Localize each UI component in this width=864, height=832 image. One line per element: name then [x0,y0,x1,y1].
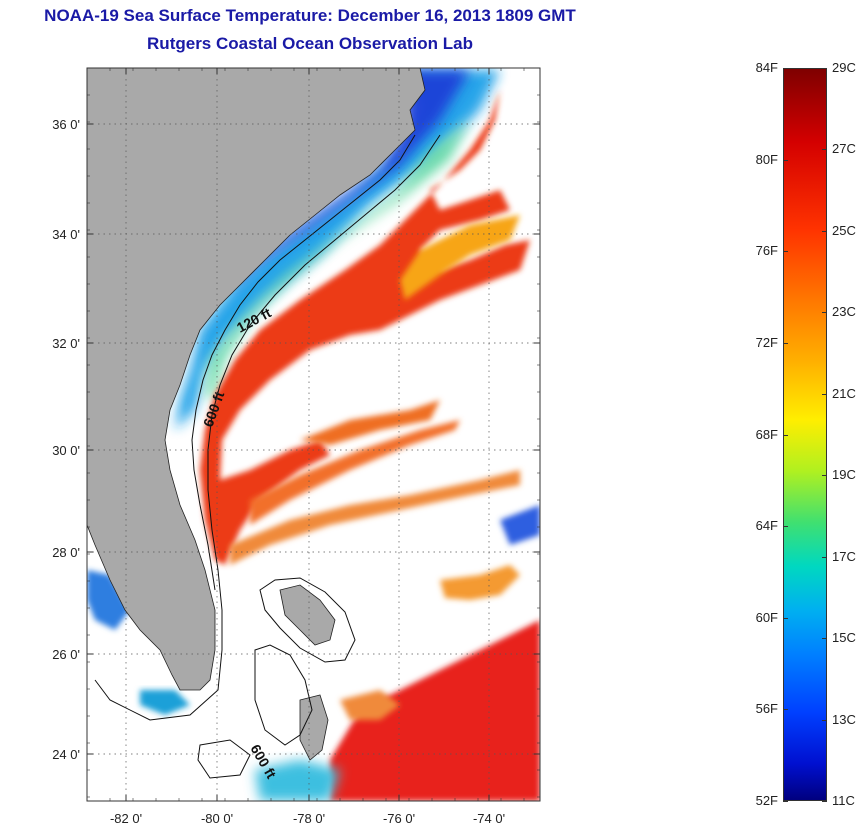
colorbar-f-label: 52F [755,793,778,808]
colorbar-f-tick [783,526,788,528]
lat-label: 30 0' [52,443,80,458]
shelf-green-band [205,120,470,400]
colorbar-f-label: 72F [755,334,778,350]
colorbar-c-label: 17C [832,548,856,564]
us-east-coast-land [87,68,426,691]
colorbar-c-tick [822,801,827,802]
lat-label: 28 0' [52,545,80,560]
map-subtitle: Rutgers Coastal Ocean Observation Lab [147,34,473,53]
colorbar-c-tick [822,719,827,721]
colorbar-c-tick [822,68,827,69]
bahamas-bank-contour [197,577,356,779]
gulf-stream-north [200,90,530,565]
colorbar-f-label: 68F [755,426,778,442]
colorbar-f-label: 64F [755,518,778,534]
colorbar-f-tick [783,709,788,711]
florida-west-cold-patch [87,570,130,630]
warm-filament-orange [400,215,520,300]
colorbar-f-label: 80F [755,151,778,167]
warm-filament-3 [300,400,440,445]
axis-labels: 36 0' 34 0' 32 0' 30 0' 28 0' 26 0' 24 0' -82 0… [52,117,505,826]
colorbar-f-tick [783,342,788,344]
colorbar-c-tick [822,230,827,232]
warm-filament-1 [250,420,460,525]
colorbar-c-tick [822,312,827,314]
map-imagery [87,68,540,801]
cold-shelf-water [175,70,500,430]
map-frame [86,67,541,802]
colorbar-f-tick [783,251,788,253]
colorbar-f-tick [783,68,788,69]
southern-cool-patch [255,760,340,801]
colorbar-f-label: 84F [755,60,778,75]
colorbar-c-label: 29C [832,60,856,75]
axis-ticks [86,67,540,801]
lon-label: -76 0' [383,811,415,826]
lon-label: -80 0' [201,811,233,826]
florida-keys-cold-patch [140,690,190,715]
colorbar-c-tick [822,638,827,640]
isobath-120ft [191,134,416,591]
colorbar-f-label: 60F [755,609,778,625]
southern-warm-water [330,620,540,801]
colorbar-c-label: 27C [832,141,856,157]
colorbar-c-label: 15C [832,630,856,646]
lat-label: 24 0' [52,747,80,762]
colorbar-c-tick [822,393,827,395]
colorbar-f-tick [783,434,788,436]
lon-label: -78 0' [293,811,325,826]
warm-patch-east [440,565,520,600]
lat-label: 26 0' [52,647,80,662]
colorbar-f-label: 76F [755,243,778,259]
bahamas-island-2 [299,694,329,761]
colorbar-f-tick [783,159,788,161]
colorbar-c-label: 13C [832,711,856,727]
warm-filament-2 [230,470,520,565]
temperature-colorbar [783,68,827,801]
colorbar-c-tick [822,556,827,558]
map-title: NOAA-19 Sea Surface Temperature: Decembe… [44,6,576,25]
colorbar-c-tick [822,149,827,151]
isobath-600ft [94,134,441,721]
southern-orange-patch [340,690,400,720]
colorbar-c-label: 25C [832,222,856,238]
lon-label: -74 0' [473,811,505,826]
colorbar-f-tick [783,617,788,619]
ne-cold-patch [500,505,540,545]
lat-label: 32 0' [52,336,80,351]
colorbar-c-label: 11C [832,793,855,808]
bahamas-island-1 [279,584,336,646]
colorbar-c-label: 19C [832,467,856,483]
lon-label: -82 0' [110,811,142,826]
colorbar-f-label: 56F [755,701,778,717]
lat-label: 34 0' [52,227,80,242]
colorbar-c-label: 21C [832,385,856,401]
colorbar-c-tick [822,475,827,477]
colorbar-c-label: 23C [832,304,856,320]
lat-label: 36 0' [52,117,80,132]
colorbar-f-tick [783,801,788,802]
graticule [87,68,540,801]
